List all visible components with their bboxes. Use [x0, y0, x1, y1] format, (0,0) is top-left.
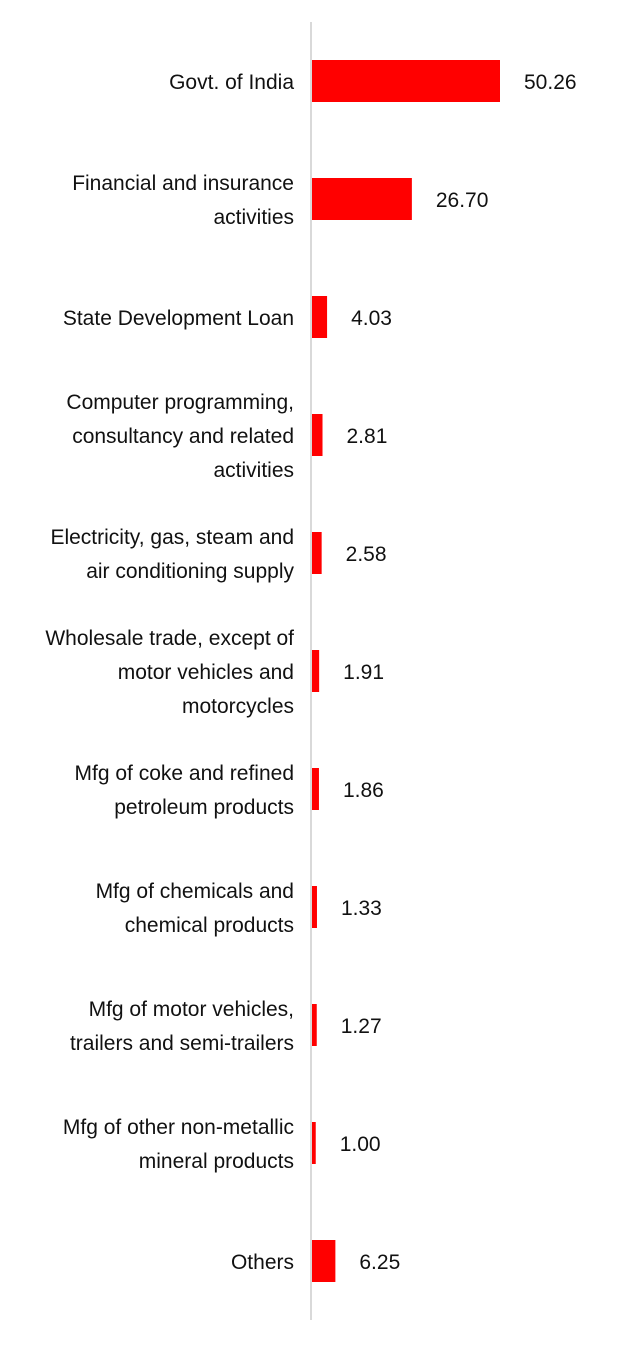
category-label-1-line-0: Financial and insurance [72, 172, 294, 195]
category-label-7-line-0: Mfg of chemicals and [96, 880, 294, 903]
category-label-3-line-2: activities [213, 459, 294, 482]
value-label-6: 1.86 [343, 779, 384, 802]
category-label-5-line-1: motor vehicles and [118, 661, 294, 684]
bar-4 [312, 532, 322, 574]
category-label-7-line-1: chemical products [125, 914, 294, 937]
bar-6 [312, 768, 319, 810]
value-label-0: 50.26 [524, 71, 577, 94]
value-label-8: 1.27 [341, 1015, 382, 1038]
value-labels-layer: 50.26 26.70 4.03 2.81 2.58 1.91 1.86 1.33 1.27 1.… [340, 71, 577, 1274]
bar-9 [312, 1122, 316, 1164]
category-label-10-line-0: Others [231, 1251, 294, 1274]
value-label-4: 2.58 [346, 543, 387, 566]
value-label-7: 1.33 [341, 897, 382, 920]
category-label-9-line-1: mineral products [139, 1150, 294, 1173]
value-label-10: 6.25 [359, 1251, 400, 1274]
category-label-5-line-0: Wholesale trade, except of [45, 627, 294, 650]
value-label-5: 1.91 [343, 661, 384, 684]
category-label-3-line-0: Computer programming, [66, 391, 294, 414]
bar-2 [312, 296, 328, 338]
category-label-5-line-2: motorcycles [182, 695, 294, 718]
bar-10 [312, 1240, 336, 1282]
category-label-1-line-1: activities [213, 206, 294, 229]
category-label-8-line-0: Mfg of motor vehicles, [89, 998, 294, 1021]
bar-8 [312, 1004, 317, 1046]
bar-5 [312, 650, 320, 692]
bars-layer [312, 60, 500, 1282]
value-label-3: 2.81 [347, 425, 388, 448]
category-label-3-line-1: consultancy and related [72, 425, 294, 448]
bar-1 [312, 178, 412, 220]
category-labels-layer: Govt. of India Financial and insurance act… [45, 71, 294, 1274]
category-label-8-line-1: trailers and semi-trailers [70, 1032, 294, 1055]
category-label-2-line-0: State Development Loan [63, 307, 294, 330]
category-label-4-line-0: Electricity, gas, steam and [50, 526, 294, 549]
value-label-2: 4.03 [351, 307, 392, 330]
bar-7 [312, 886, 317, 928]
category-label-6-line-0: Mfg of coke and refined [75, 762, 294, 785]
bar-3 [312, 414, 323, 456]
category-label-9-line-0: Mfg of other non-metallic [63, 1116, 294, 1139]
category-label-4-line-1: air conditioning supply [86, 560, 294, 583]
category-label-0-line-0: Govt. of India [169, 71, 294, 94]
bar-0 [312, 60, 500, 102]
value-label-9: 1.00 [340, 1133, 381, 1156]
category-label-6-line-1: petroleum products [114, 796, 294, 819]
value-label-1: 26.70 [436, 189, 489, 212]
